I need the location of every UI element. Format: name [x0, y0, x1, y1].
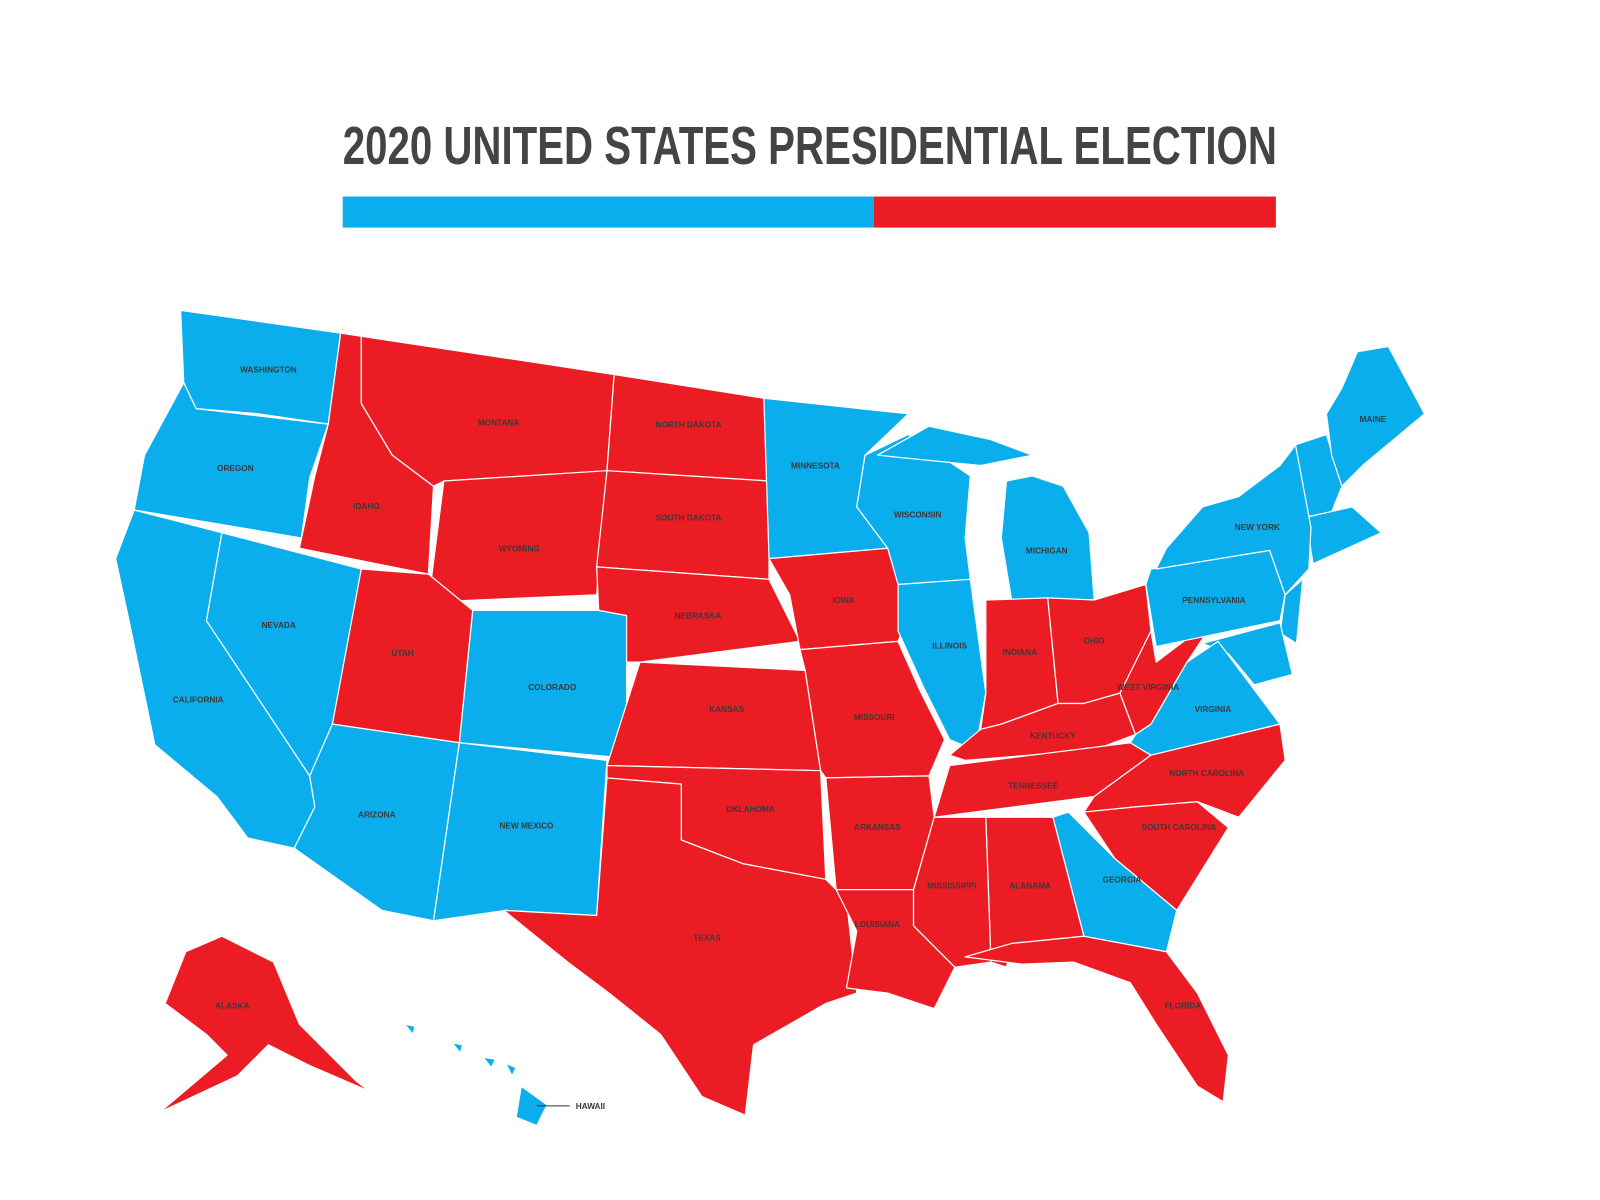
state-label: MONTANA	[478, 418, 520, 427]
state-label: MAINE	[1360, 415, 1387, 424]
state-label: WYOMING	[499, 544, 540, 553]
state-label: NORTH DAKOTA	[655, 420, 721, 429]
state-shape	[596, 566, 801, 663]
state-label: MINNESOTA	[791, 462, 840, 471]
state-shape	[1325, 345, 1426, 487]
state-label: WEST VIRGINIA	[1117, 683, 1180, 692]
state-label: CALIFORNIA	[173, 696, 224, 705]
state-shape	[293, 723, 460, 922]
state-label: OKLAHOMA	[726, 805, 775, 814]
state-label: GEORGIA	[1103, 876, 1142, 885]
state-label: ALASKA	[215, 1002, 249, 1011]
state-label: ARKANSAS	[854, 823, 901, 832]
state-label: SOUTH DAKOTA	[656, 513, 722, 522]
state-shape	[1129, 640, 1281, 756]
state-label: MICHIGAN	[1026, 547, 1068, 556]
state-label: WISCONSIN	[894, 510, 942, 519]
bar-segment	[342, 196, 874, 228]
state-shape	[1155, 444, 1312, 596]
state-label: NEW YORK	[1235, 523, 1280, 532]
state-label: LOUISIANA	[855, 920, 900, 929]
state-label: TEXAS	[693, 933, 721, 942]
state-shape	[876, 425, 1095, 601]
state-shape	[964, 935, 1230, 1103]
state-label: ILLINOIS	[932, 642, 967, 651]
state-label: KANSAS	[709, 705, 744, 714]
state-label: OHIO	[1084, 637, 1106, 646]
state-label: NEW MEXICO	[499, 822, 554, 831]
state-label: PENNSYLVANIA	[1182, 596, 1245, 605]
state-label: WASHINGTON	[240, 366, 297, 375]
state-label: IOWA	[832, 596, 854, 605]
state-shape	[404, 1023, 548, 1127]
state-label: NORTH CAROLINA	[1169, 769, 1244, 778]
state-shape	[503, 777, 858, 1116]
state-label: SOUTH CAROLINA	[1142, 823, 1217, 832]
state-label: MISSISSIPPI	[927, 882, 976, 891]
state-shape	[912, 816, 992, 968]
state-shape	[427, 470, 608, 603]
state-label: NEBRASKA	[674, 612, 721, 621]
state-shape	[458, 609, 628, 759]
state-shape	[159, 935, 371, 1113]
state-label: INDIANA	[1003, 648, 1037, 657]
state-shape	[1305, 506, 1382, 565]
state-label: ARIZONA	[358, 810, 396, 819]
state-shape	[133, 382, 329, 539]
state-label: ALABAMA	[1009, 882, 1051, 891]
state-shape	[606, 661, 822, 772]
result-bar	[342, 196, 1276, 228]
state-label: NEVADA	[262, 621, 296, 630]
state-label: OREGON	[217, 464, 254, 473]
state-label: COLORADO	[528, 683, 577, 692]
state-label: VIRGINIA	[1195, 705, 1232, 714]
state-label: HAWAII	[576, 1102, 605, 1111]
labels: WASHINGTON OREGON CALIFORNIA NEVADA IDAHO MON…	[173, 366, 1387, 1112]
states	[114, 309, 1426, 1127]
state-label: IDAHO	[353, 502, 380, 511]
state-label: TENNESSEE	[1008, 781, 1058, 790]
state-shape	[432, 742, 608, 922]
state-label: MISSOURI	[854, 713, 895, 722]
bar-segment	[873, 196, 1276, 228]
state-shape	[596, 470, 770, 580]
title: 2020 UNITED STATES PRESIDENTIAL ELECTION	[343, 116, 1277, 176]
state-label: FLORIDA	[1165, 1002, 1202, 1011]
state-label: KENTUCKY	[1030, 732, 1076, 741]
state-label: UTAH	[391, 649, 413, 658]
